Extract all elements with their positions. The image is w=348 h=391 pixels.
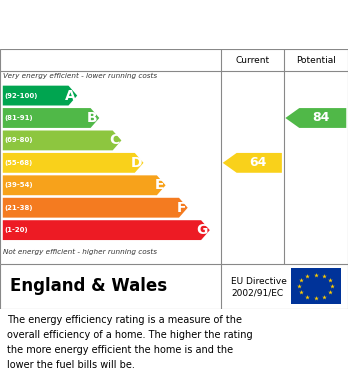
Text: C: C (109, 133, 120, 147)
Polygon shape (3, 86, 77, 106)
Text: Energy Efficiency Rating: Energy Efficiency Rating (10, 17, 220, 32)
Polygon shape (3, 131, 121, 151)
Text: (39-54): (39-54) (5, 182, 33, 188)
Text: 2002/91/EC: 2002/91/EC (231, 289, 284, 298)
Text: 64: 64 (249, 156, 266, 169)
Polygon shape (285, 108, 346, 128)
Text: (92-100): (92-100) (5, 93, 38, 99)
Text: The energy efficiency rating is a measure of the
overall efficiency of a home. T: The energy efficiency rating is a measur… (7, 316, 253, 370)
Text: 84: 84 (313, 111, 330, 124)
Text: G: G (197, 223, 208, 237)
Text: EU Directive: EU Directive (231, 276, 287, 285)
Polygon shape (3, 175, 166, 195)
Text: Very energy efficient - lower running costs: Very energy efficient - lower running co… (3, 73, 158, 79)
Polygon shape (3, 108, 99, 128)
Text: (55-68): (55-68) (5, 160, 33, 166)
Text: (21-38): (21-38) (5, 205, 33, 211)
Text: (69-80): (69-80) (5, 137, 33, 143)
Bar (291, 268, 341, 304)
Text: E: E (155, 178, 164, 192)
Text: Current: Current (235, 56, 269, 65)
Polygon shape (223, 153, 282, 173)
Text: D: D (130, 156, 142, 170)
Polygon shape (3, 153, 143, 173)
Text: B: B (87, 111, 97, 125)
Polygon shape (3, 198, 188, 218)
Text: A: A (65, 89, 76, 102)
Text: Not energy efficient - higher running costs: Not energy efficient - higher running co… (3, 249, 158, 255)
Text: (1-20): (1-20) (5, 227, 28, 233)
Text: (81-91): (81-91) (5, 115, 33, 121)
Polygon shape (3, 220, 210, 240)
Text: Potential: Potential (296, 56, 336, 65)
Text: F: F (176, 201, 186, 215)
Text: England & Wales: England & Wales (10, 277, 168, 296)
